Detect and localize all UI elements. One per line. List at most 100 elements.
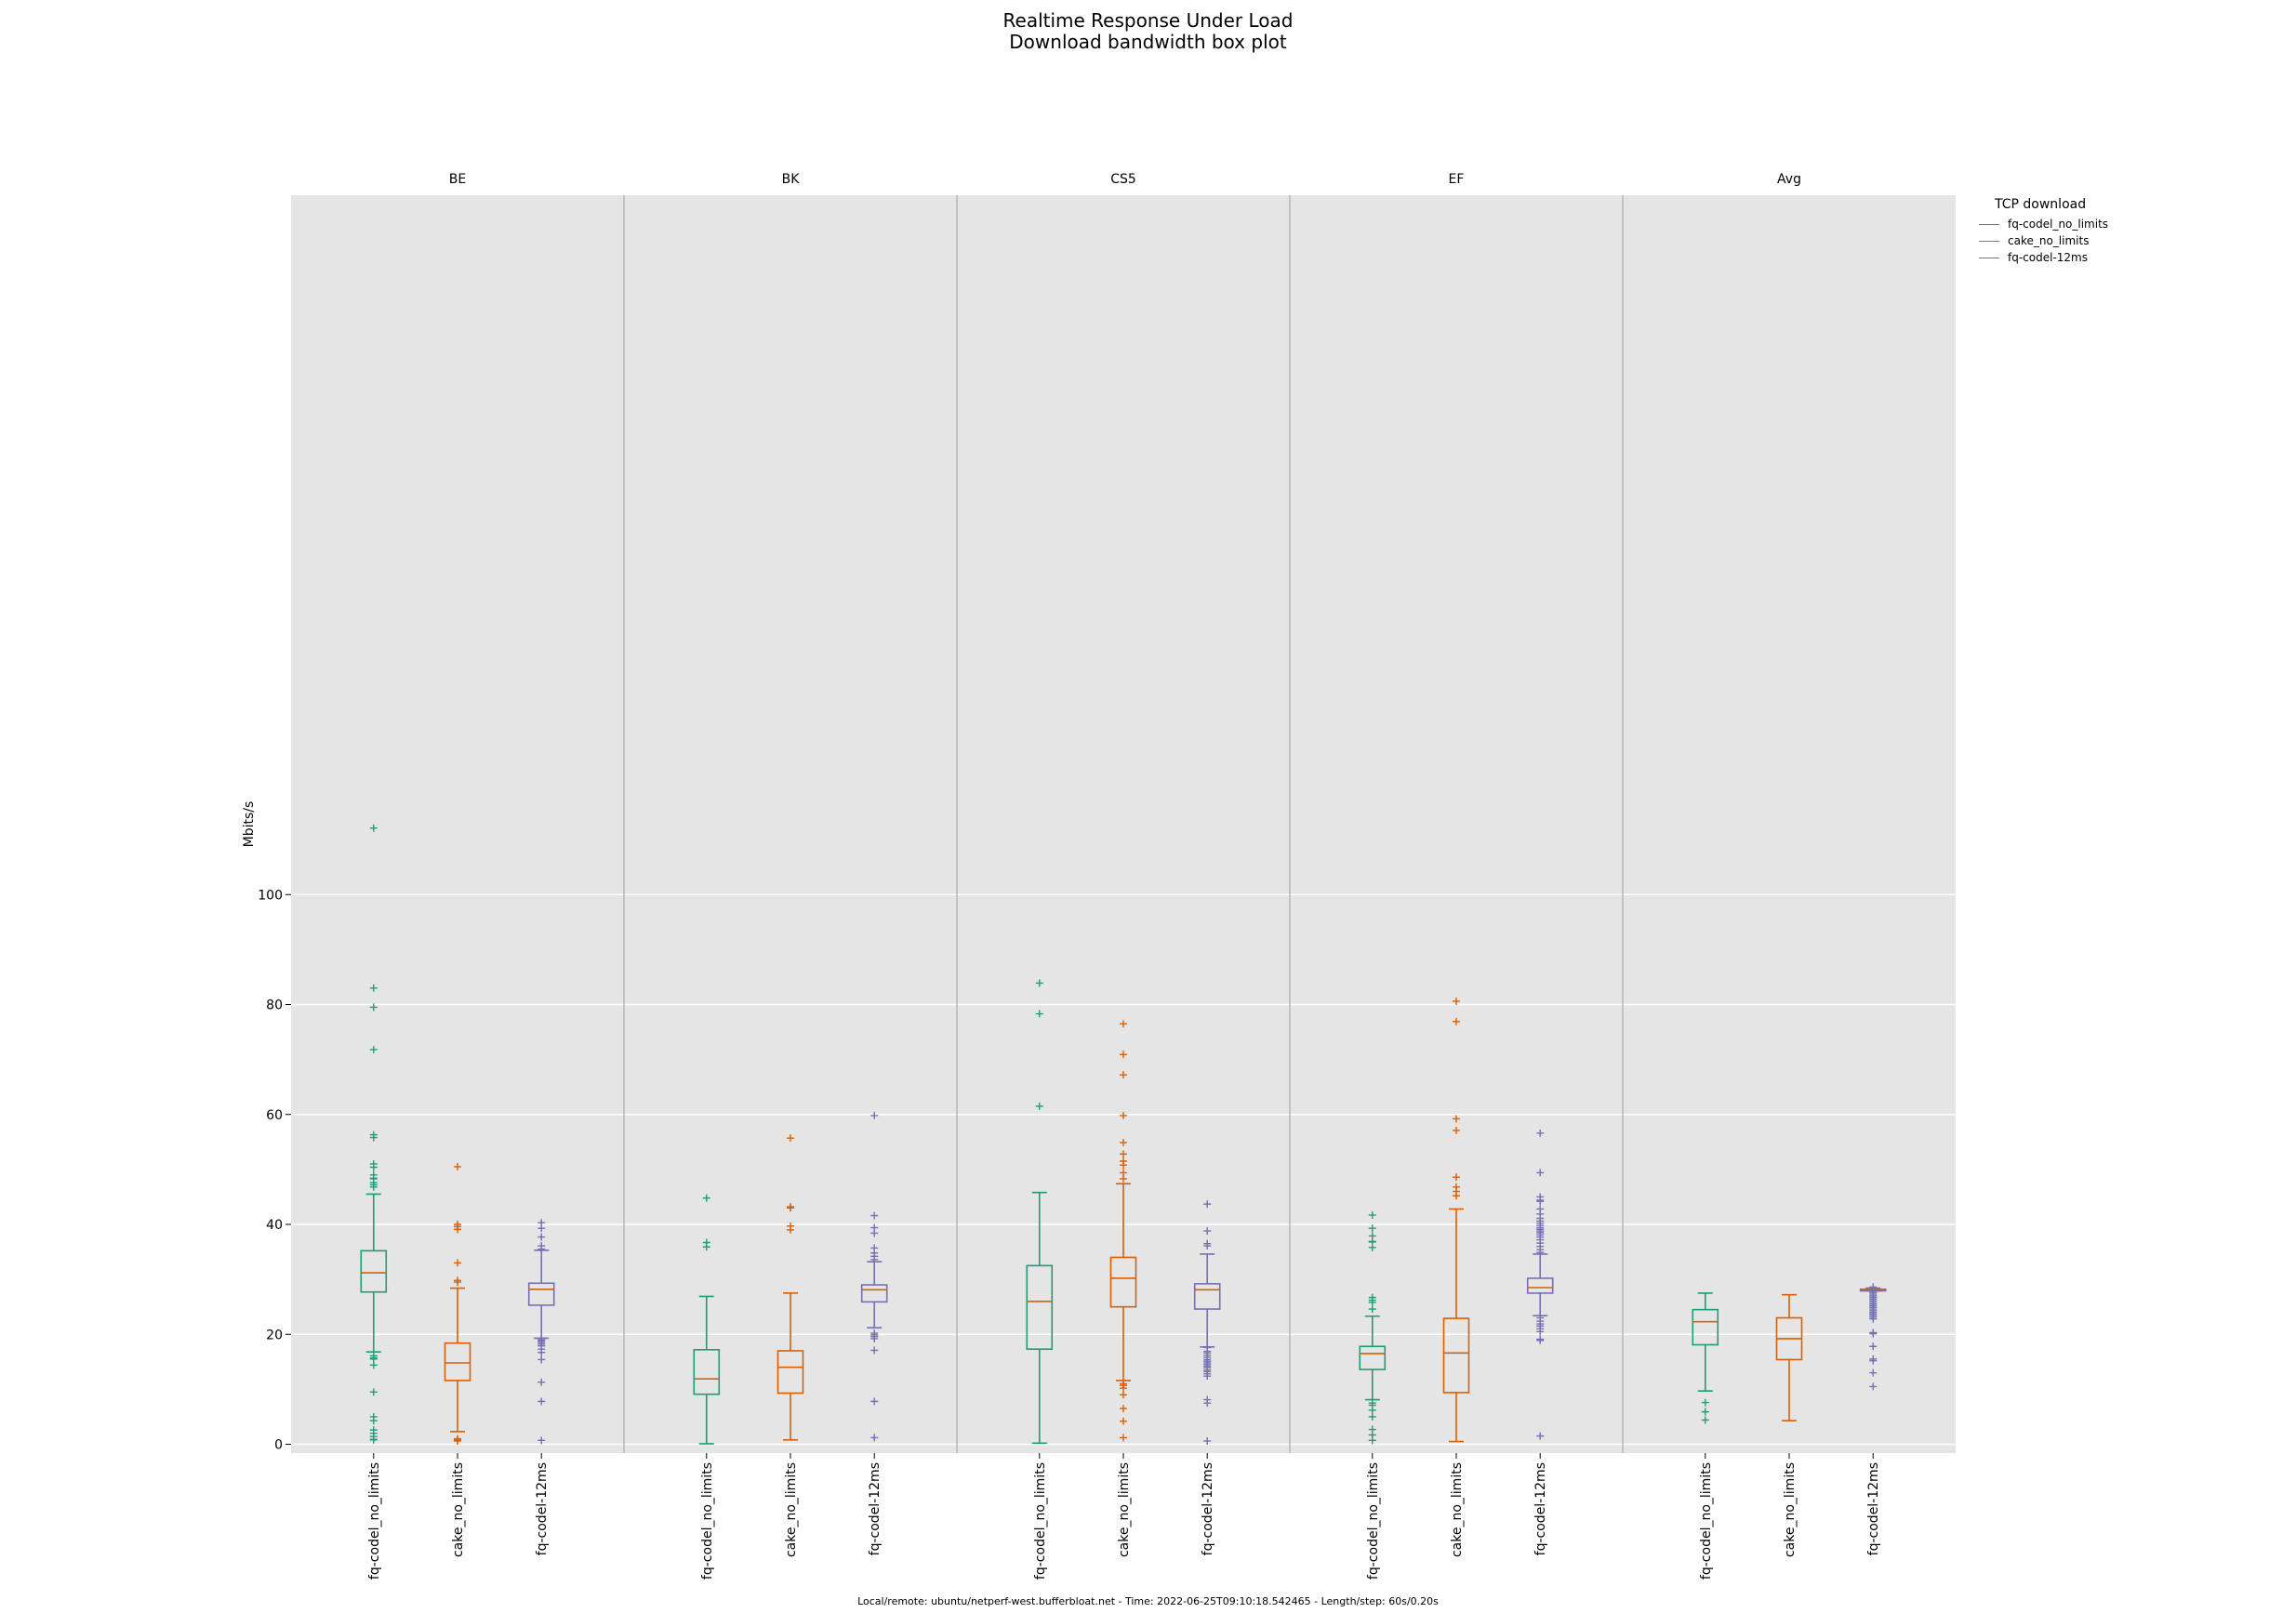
x-tick-label: cake_no_limits — [784, 1462, 799, 1557]
outlier-point — [1701, 1408, 1709, 1416]
legend-swatch-cake-no-limits — [1979, 240, 1999, 242]
outlier-point — [1203, 1436, 1212, 1445]
outlier-point — [1368, 1436, 1376, 1445]
x-tick-label: fq-codel_no_limits — [1366, 1462, 1381, 1580]
outlier-point — [454, 1278, 461, 1287]
box — [693, 1349, 721, 1395]
outlier-point — [538, 1348, 546, 1356]
outlier-point — [1120, 1051, 1127, 1059]
panel-title: Avg — [1777, 172, 1801, 187]
outlier-point — [870, 1334, 879, 1342]
outlier-point — [454, 1436, 461, 1445]
x-tick-label: fq-codel-12ms — [1201, 1462, 1215, 1555]
outlier-point — [870, 1111, 879, 1119]
outlier-point — [787, 1134, 794, 1143]
x-tick-label: cake_no_limits — [1783, 1462, 1798, 1557]
legend-label-fq-codel-no-limits: fq-codel_no_limits — [2008, 218, 2109, 231]
x-tick-label: cake_no_limits — [1450, 1462, 1465, 1557]
y-axis-label: Mbits/s — [242, 801, 257, 848]
outlier-point — [1120, 1434, 1127, 1442]
legend-swatch-fq-codel-no-limits — [1979, 223, 1999, 225]
outlier-point — [1203, 1227, 1212, 1236]
outlier-point — [1869, 1356, 1878, 1365]
outlier-point — [1701, 1416, 1709, 1424]
outlier-point — [454, 1225, 461, 1234]
legend: TCP download fq-codel_no_limits cake_no_… — [1979, 197, 2108, 266]
outlier-point — [1120, 1161, 1127, 1170]
outlier-point — [1536, 1336, 1545, 1344]
outlier-point — [1453, 997, 1460, 1005]
outlier-point — [870, 1255, 879, 1263]
panel-title: CS5 — [1110, 172, 1136, 187]
y-tick-label: 100 — [258, 888, 283, 903]
y-tick-label: 60 — [266, 1108, 283, 1123]
outlier-point — [538, 1224, 546, 1233]
box — [444, 1342, 471, 1382]
footer-metadata: Local/remote: ubuntu/netperf-west.buffer… — [857, 1595, 1439, 1607]
y-tick-label: 80 — [266, 998, 283, 1013]
x-tick-label: fq-codel_no_limits — [367, 1462, 382, 1580]
outlier-point — [1120, 1150, 1127, 1158]
legend-label-cake-no-limits: cake_no_limits — [2008, 234, 2090, 247]
outlier-point — [1120, 1020, 1127, 1028]
box — [860, 1284, 888, 1303]
chart-title-line-2: Download bandwidth box plot — [1009, 31, 1287, 53]
outlier-point — [369, 1417, 378, 1425]
x-tick-label: fq-codel_no_limits — [1033, 1462, 1048, 1580]
box — [1692, 1308, 1719, 1346]
legend-title: TCP download — [1995, 197, 2087, 212]
legend-item-cake-no-limits: cake_no_limits — [1979, 232, 2108, 249]
y-tick-label: 40 — [266, 1218, 283, 1233]
outlier-point — [369, 1003, 378, 1011]
outlier-point — [1869, 1315, 1878, 1323]
outlier-point — [1701, 1398, 1709, 1407]
outlier-point — [1035, 979, 1043, 987]
panel-title: BK — [782, 172, 801, 187]
outlier-point — [454, 1162, 461, 1170]
box — [1026, 1264, 1054, 1351]
outlier-point — [538, 1397, 546, 1406]
outlier-point — [369, 824, 378, 832]
x-tick-label: fq-codel_no_limits — [700, 1462, 715, 1580]
outlier-point — [538, 1355, 546, 1364]
panel-title: BE — [449, 172, 466, 187]
outlier-point — [1203, 1200, 1212, 1209]
outlier-point — [1536, 1129, 1545, 1137]
legend-item-fq-codel-12ms: fq-codel-12ms — [1979, 249, 2108, 266]
outlier-point — [870, 1229, 879, 1237]
outlier-point — [369, 1361, 378, 1369]
outlier-point — [1120, 1405, 1127, 1413]
outlier-point — [870, 1211, 879, 1220]
outlier-point — [1368, 1406, 1376, 1414]
outlier-point — [1120, 1111, 1127, 1119]
x-tick-label: fq-codel_no_limits — [1699, 1462, 1714, 1580]
box — [1359, 1345, 1387, 1370]
box — [1109, 1256, 1137, 1308]
outlier-point — [1120, 1174, 1127, 1183]
outlier-point — [1368, 1210, 1376, 1219]
outlier-point — [1453, 1192, 1460, 1200]
outlier-point — [1536, 1432, 1545, 1440]
legend-item-fq-codel-no-limits: fq-codel_no_limits — [1979, 216, 2108, 232]
outlier-point — [1869, 1342, 1878, 1351]
outlier-point — [1368, 1412, 1376, 1421]
outlier-point — [1453, 1126, 1460, 1134]
outlier-point — [1453, 1173, 1460, 1182]
outlier-point — [1536, 1197, 1545, 1206]
outlier-point — [787, 1225, 794, 1234]
outlier-point — [1368, 1298, 1376, 1306]
outlier-point — [538, 1378, 546, 1386]
box — [1442, 1317, 1470, 1394]
outlier-point — [702, 1194, 710, 1202]
outlier-point — [1368, 1243, 1376, 1251]
outlier-point — [538, 1233, 546, 1241]
outlier-point — [870, 1397, 879, 1406]
outlier-point — [538, 1436, 546, 1445]
outlier-point — [1203, 1399, 1212, 1408]
legend-label-fq-codel-12ms: fq-codel-12ms — [2008, 251, 2088, 264]
outlier-point — [369, 1388, 378, 1396]
outlier-point — [1453, 1017, 1460, 1025]
outlier-point — [1869, 1329, 1878, 1338]
box — [776, 1350, 804, 1395]
